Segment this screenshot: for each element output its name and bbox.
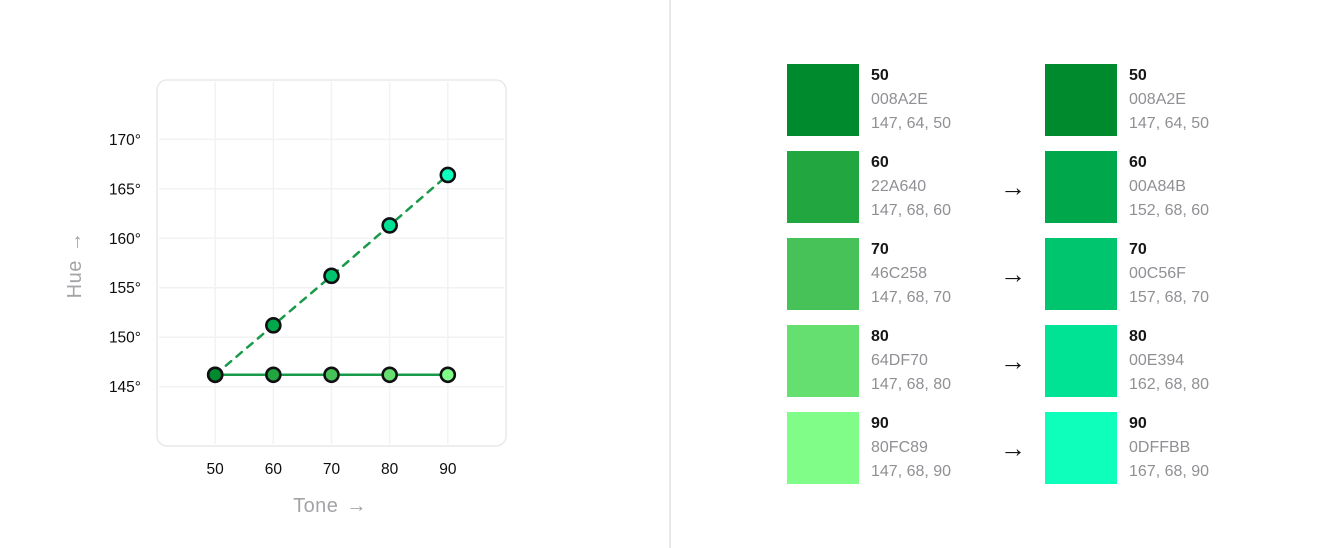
source-swatch [787, 412, 859, 484]
hct-value: 147, 64, 50 [1129, 115, 1210, 132]
source-swatch-info: 90 80FC89 147, 68, 90 [871, 412, 981, 484]
tone-value: 50 [871, 67, 889, 84]
y-axis-label: Hue [64, 260, 86, 299]
source-swatch [787, 151, 859, 223]
y-tick-label: 165° [109, 181, 141, 198]
arrow-cell: → [981, 325, 1045, 397]
hex-value: 0DFFBB [1129, 439, 1191, 456]
target-swatch-info: 50 008A2E 147, 64, 50 [1129, 64, 1239, 136]
right-arrow-icon: → [1000, 433, 1026, 463]
target-swatch-info: 60 00A84B 152, 68, 60 [1129, 151, 1239, 223]
tone-value: 60 [1129, 154, 1147, 171]
target-swatch [1045, 325, 1117, 397]
hct-value: 147, 64, 50 [871, 115, 952, 132]
hex-value: 22A640 [871, 178, 927, 195]
y-tick-label: 155° [109, 280, 141, 297]
source-palette-hue-point [323, 366, 340, 384]
target-swatch-info: 70 00C56F 157, 68, 70 [1129, 238, 1239, 310]
x-tick-label: 80 [381, 461, 399, 478]
tone-value: 90 [1129, 415, 1147, 432]
tone-value: 90 [871, 415, 889, 432]
x-axis-arrow-icon: → [346, 495, 367, 517]
source-swatch-info: 80 64DF70 147, 68, 80 [871, 325, 981, 397]
hex-value: 64DF70 [871, 352, 928, 369]
hex-value: 46C258 [871, 265, 928, 282]
hex-value: 008A2E [1129, 91, 1186, 108]
hct-value: 147, 68, 90 [871, 463, 952, 480]
hct-value: 162, 68, 80 [1129, 376, 1210, 393]
x-tick-label: 90 [439, 461, 457, 478]
shifted-palette-hue-point [206, 366, 224, 384]
tone-value: 50 [1129, 67, 1147, 84]
y-axis-arrow-icon: → [64, 231, 86, 253]
source-swatch-info: 50 008A2E 147, 64, 50 [871, 64, 981, 136]
source-swatch-info: 70 46C258 147, 68, 70 [871, 238, 981, 310]
source-swatch [787, 64, 859, 136]
tone-value: 60 [871, 154, 889, 171]
hue-tone-chart-panel: 145° 150° 155° 160° 165° 170° 50 60 70 80 90 Hue→ … [64, 79, 507, 518]
hct-value: 152, 68, 60 [1129, 202, 1210, 219]
shifted-palette-hue-point [265, 317, 282, 334]
palette-row: 90 80FC89 147, 68, 90 → 90 0DFFBB 167, 6… [787, 412, 1239, 484]
y-tick-label: 145° [109, 379, 141, 396]
hct-value: 147, 68, 60 [871, 202, 952, 219]
x-axis-label: Tone [293, 495, 339, 517]
target-swatch [1045, 238, 1117, 310]
target-swatch-info: 90 0DFFBB 167, 68, 90 [1129, 412, 1239, 484]
target-swatch [1045, 412, 1117, 484]
hue-tone-chart: 145° 150° 155° 160° 165° 170° 50 60 70 80 90 [109, 79, 507, 478]
source-palette-hue-point [439, 366, 457, 384]
y-tick-label: 150° [109, 330, 141, 347]
source-palette-hue-point [265, 366, 282, 384]
hct-value: 147, 68, 80 [871, 376, 952, 393]
arrow-cell: → [981, 151, 1045, 223]
shifted-palette-hue-line [213, 173, 450, 377]
vertical-divider [669, 0, 671, 548]
target-swatch-info: 80 00E394 162, 68, 80 [1129, 325, 1239, 397]
palette-comparison-panel: 50 008A2E 147, 64, 50 50 008A2E 147, 64,… [787, 64, 1239, 484]
right-arrow-icon: → [1000, 259, 1026, 289]
arrow-cell: → [981, 238, 1045, 310]
y-tick-label: 170° [109, 132, 141, 149]
source-swatch-info: 60 22A640 147, 68, 60 [871, 151, 981, 223]
arrow-cell: → [981, 412, 1045, 484]
hex-value: 00E394 [1129, 352, 1185, 369]
tone-value: 70 [871, 241, 889, 258]
palette-row: 80 64DF70 147, 68, 80 → 80 00E394 162, 6… [787, 325, 1239, 397]
y-tick-label: 160° [109, 231, 141, 248]
hex-value: 00C56F [1129, 265, 1186, 282]
x-axis-title: Tone → [230, 495, 430, 518]
shifted-palette-hue-point [381, 217, 398, 234]
target-swatch [1045, 151, 1117, 223]
source-palette-hue-point [381, 366, 398, 384]
palette-row: 70 46C258 147, 68, 70 → 70 00C56F 157, 6… [787, 238, 1239, 310]
hex-value: 00A84B [1129, 178, 1186, 195]
y-axis-title: Hue → [64, 205, 90, 325]
tone-value: 80 [871, 328, 889, 345]
right-arrow-icon: → [1000, 346, 1026, 376]
palette-row: 50 008A2E 147, 64, 50 50 008A2E 147, 64,… [787, 64, 1239, 136]
shifted-palette-hue-point [323, 267, 340, 285]
tone-value: 80 [1129, 328, 1147, 345]
source-swatch [787, 238, 859, 310]
hex-value: 008A2E [871, 91, 928, 108]
right-arrow-icon: → [1000, 172, 1026, 202]
x-tick-label: 50 [207, 461, 225, 478]
source-swatch [787, 325, 859, 397]
palette-row: 60 22A640 147, 68, 60 → 60 00A84B 152, 6… [787, 151, 1239, 223]
hct-value: 167, 68, 90 [1129, 463, 1210, 480]
x-tick-label: 60 [265, 461, 283, 478]
shifted-palette-hue-point [439, 166, 457, 184]
arrow-cell [981, 64, 1045, 136]
x-tick-label: 70 [323, 461, 341, 478]
target-swatch [1045, 64, 1117, 136]
hct-value: 147, 68, 70 [871, 289, 952, 306]
hct-value: 157, 68, 70 [1129, 289, 1210, 306]
hex-value: 80FC89 [871, 439, 928, 456]
tone-value: 70 [1129, 241, 1147, 258]
